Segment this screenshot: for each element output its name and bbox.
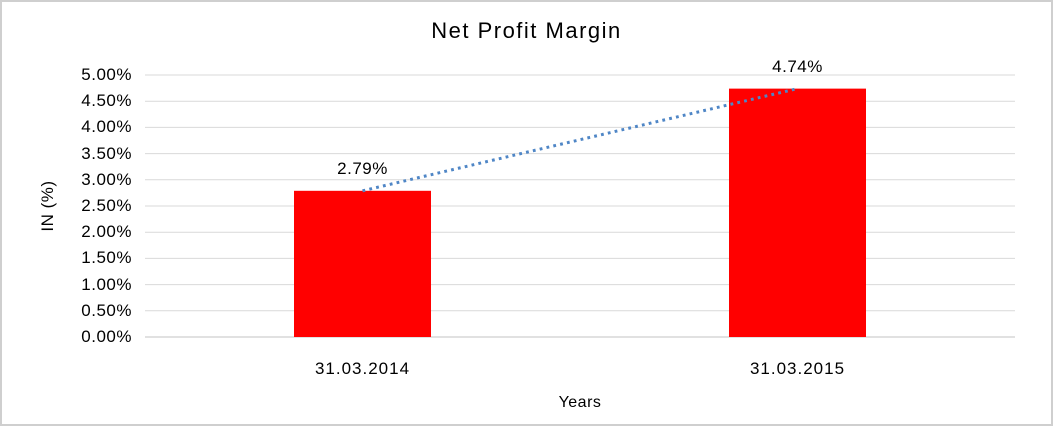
bar-value-label: 4.74% bbox=[772, 56, 823, 76]
y-tick-label: 1.50% bbox=[81, 248, 132, 268]
y-tick-label: 4.50% bbox=[81, 91, 132, 111]
y-tick-label: 0.00% bbox=[81, 327, 132, 346]
chart-title: Net Profit Margin bbox=[431, 18, 622, 43]
x-axis-title: Years bbox=[558, 394, 602, 411]
x-category-label: 31.03.2014 bbox=[314, 359, 411, 378]
bar-31.03.2015 bbox=[729, 88, 866, 338]
trendline bbox=[362, 87, 798, 193]
y-tick-label: 0.50% bbox=[81, 300, 132, 320]
y-axis-title: IN (%) bbox=[38, 180, 57, 232]
y-tick-label: 2.00% bbox=[81, 222, 132, 242]
y-tick-label: 4.00% bbox=[81, 117, 132, 137]
bar-31.03.2014 bbox=[294, 190, 431, 337]
y-tick-label: 3.50% bbox=[81, 143, 132, 163]
bar-value-label: 2.79% bbox=[337, 158, 388, 178]
y-tick-label: 3.00% bbox=[81, 169, 132, 189]
x-category-label: 31.03.2015 bbox=[749, 359, 846, 378]
y-tick-label: 1.00% bbox=[81, 274, 132, 294]
y-tick-label: 2.50% bbox=[81, 196, 132, 215]
y-tick-label: 5.00% bbox=[81, 65, 132, 84]
